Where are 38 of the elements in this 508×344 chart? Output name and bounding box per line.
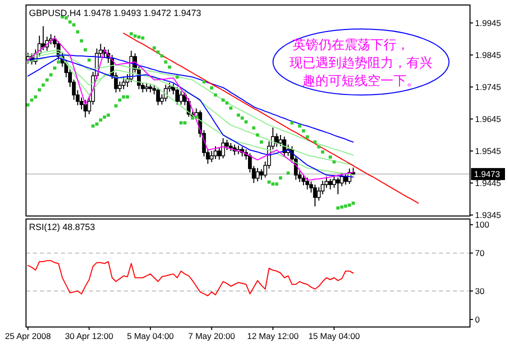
x-tick-label: 30 Apr 12:00 <box>65 331 114 341</box>
y-tick-label: 1.9945 <box>475 18 502 28</box>
candlestick <box>122 76 126 90</box>
candlestick <box>336 177 340 195</box>
chart-title: GBPUSD,H4 1.9478 1.9493 1.9472 1.9473 <box>29 8 202 18</box>
line-series <box>123 32 419 204</box>
candlestick <box>259 168 264 180</box>
x-tick-label: 5 May 04:00 <box>127 331 174 341</box>
y-tick-label: 70 <box>475 248 485 258</box>
candlestick <box>221 138 226 159</box>
y-tick-label: 30 <box>475 286 485 296</box>
x-tick-label: 12 May 12:00 <box>247 331 299 341</box>
x-tick-label: 15 May 04:00 <box>308 331 360 341</box>
candlestick <box>302 174 306 186</box>
candlestick <box>328 178 332 190</box>
y-tick-label: 0 <box>475 314 480 324</box>
y-tick-label: 1.9845 <box>475 50 502 60</box>
candlestick <box>313 184 317 207</box>
candlestick <box>83 99 88 118</box>
candlestick <box>156 87 160 106</box>
y-tick-label: 1.9745 <box>475 82 502 92</box>
y-tick-label: 100 <box>475 220 490 230</box>
chart-title: RSI(12) 48.8753 <box>29 222 96 232</box>
y-tick-label: 1.9645 <box>475 114 502 124</box>
y-tick-label: 1.9345 <box>475 210 502 220</box>
x-tick-label: 7 May 20:00 <box>188 331 236 341</box>
candlestick <box>214 146 218 160</box>
x-tick-label: 25 Apr 2008 <box>4 331 52 341</box>
y-tick-label: 1.9545 <box>475 146 502 156</box>
candlestick <box>256 167 260 182</box>
annotation: 英镑仍在震荡下行，现已遇到趋势阻力，有兴趣的可短线空一下。 <box>290 37 432 88</box>
line-series <box>27 260 354 296</box>
ref-line-label: 1.9473 <box>474 169 500 180</box>
candlestick <box>179 90 183 106</box>
y-tick-label: 1.9445 <box>475 178 502 188</box>
candlestick <box>305 177 310 190</box>
candlestick <box>344 174 348 186</box>
candlestick <box>175 86 180 106</box>
